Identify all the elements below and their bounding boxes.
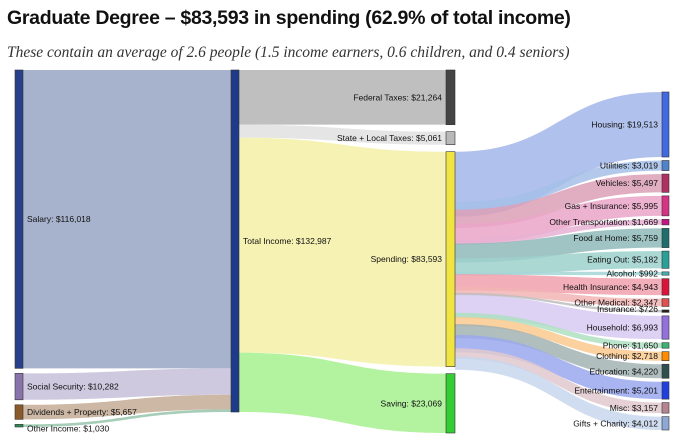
flow-link-spending-phone: [455, 312, 662, 349]
node-label-insurance: Insurance: $726: [597, 304, 658, 314]
node-bar-salary: [14, 69, 24, 369]
node-layer: [14, 69, 670, 434]
chart-title: Graduate Degree – $83,593 in spending (6…: [7, 7, 571, 29]
flow-link-total-spending: [239, 137, 446, 367]
node-label-alcohol: Alcohol: $992: [606, 269, 658, 279]
node-label-health_ins: Health Insurance: $4,943: [563, 282, 658, 292]
node-label-gas: Gas + Insurance: $5,995: [565, 201, 659, 211]
flow-link-spending-other_transport: [455, 219, 662, 245]
node-label-gifts: Gifts + Charity: $4,012: [573, 418, 658, 428]
node-label-other_transport: Other Transportation: $1,669: [549, 217, 658, 227]
node-label-salary: Salary: $116,018: [27, 214, 91, 224]
node-label-phone: Phone: $1,650: [603, 340, 659, 350]
node-bar-utilities: [661, 160, 670, 171]
flow-link-spending-education: [455, 324, 662, 379]
node-label-entertainment: Entertainment: $5,201: [574, 385, 658, 395]
node-label-saving: Saving: $23,069: [381, 398, 443, 408]
flow-link-spending-entertainment: [455, 334, 662, 400]
flow-link-social-total: [23, 368, 231, 400]
node-label-eating_out: Eating Out: $5,182: [587, 255, 658, 265]
node-label-education: Education: $4,220: [589, 366, 658, 376]
node-bar-saving: [445, 373, 456, 434]
node-bar-insurance: [661, 309, 670, 313]
node-bar-state: [445, 131, 456, 145]
flow-link-spending-vehicles: [455, 174, 662, 228]
node-bar-clothing: [661, 351, 670, 362]
node-bar-social: [14, 373, 24, 401]
node-label-other_medical: Other Medical: $2,347: [574, 298, 658, 308]
node-bar-entertainment: [661, 381, 670, 400]
node-bar-food_home: [661, 228, 670, 248]
flow-link-spending-gas: [455, 195, 662, 244]
node-bar-federal: [445, 69, 456, 125]
node-bar-other_transport: [661, 219, 670, 226]
flow-link-spending-eating_out: [455, 251, 662, 276]
flow-link-spending-housing: [455, 92, 662, 217]
flow-link-spending-other_medical: [455, 286, 662, 307]
node-bar-phone: [661, 342, 670, 349]
node-label-federal: Federal Taxes: $21,264: [353, 92, 442, 102]
node-label-state: State + Local Taxes: $5,061: [337, 133, 442, 143]
chart-subtitle: These contain an average of 2.6 people (…: [7, 44, 570, 61]
flow-link-spending-gifts: [455, 356, 662, 430]
label-layer: Salary: $116,018 Social Security: $10,282…: [27, 92, 658, 433]
node-bar-misc: [661, 402, 670, 414]
node-bar-other_income: [14, 424, 24, 428]
node-label-utilities: Utilities: $3,019: [600, 161, 658, 171]
node-label-social: Social Security: $10,282: [27, 382, 119, 392]
flow-link-dividends-total: [23, 394, 231, 420]
node-bar-other_medical: [661, 298, 670, 307]
node-label-misc: Misc: $3,157: [610, 403, 658, 413]
flow-link-spending-utilities: [455, 160, 662, 212]
link-layer: [23, 70, 662, 433]
node-bar-alcohol: [661, 271, 670, 276]
flow-link-salary-total: [23, 70, 231, 369]
node-bar-dividends: [14, 404, 24, 420]
node-bar-housing: [661, 91, 670, 158]
flow-link-spending-insurance: [455, 292, 662, 313]
flow-link-spending-household: [455, 294, 662, 340]
flow-link-spending-clothing: [455, 317, 662, 361]
node-label-food_home: Food at Home: $5,759: [573, 233, 658, 243]
flow-link-other_income-total: [23, 409, 231, 427]
node-bar-health_ins: [661, 278, 670, 296]
node-bar-eating_out: [661, 250, 670, 269]
node-bar-spending: [445, 151, 456, 367]
node-label-dividends: Dividends + Property: $5,657: [27, 407, 137, 417]
node-bar-gas: [661, 195, 670, 217]
flow-link-spending-alcohol: [455, 271, 662, 276]
node-label-other_income: Other Income: $1,030: [27, 424, 109, 434]
node-label-housing: Housing: $19,513: [591, 120, 658, 130]
flow-link-total-federal: [239, 70, 446, 125]
node-label-clothing: Clothing: $2,718: [596, 351, 658, 361]
node-label-total: Total Income: $132,987: [243, 236, 332, 246]
node-bar-education: [661, 363, 670, 379]
flow-link-total-saving: [239, 352, 446, 433]
node-bar-total: [230, 69, 240, 413]
node-bar-household: [661, 315, 670, 340]
node-bar-gifts: [661, 416, 670, 431]
node-bar-vehicles: [661, 173, 670, 193]
flow-link-spending-food_home: [455, 228, 662, 263]
node-label-household: Household: $6,993: [587, 323, 659, 333]
node-label-spending: Spending: $83,593: [371, 254, 443, 264]
flow-link-total-state: [239, 124, 446, 145]
node-label-vehicles: Vehicles: $5,497: [596, 178, 659, 188]
